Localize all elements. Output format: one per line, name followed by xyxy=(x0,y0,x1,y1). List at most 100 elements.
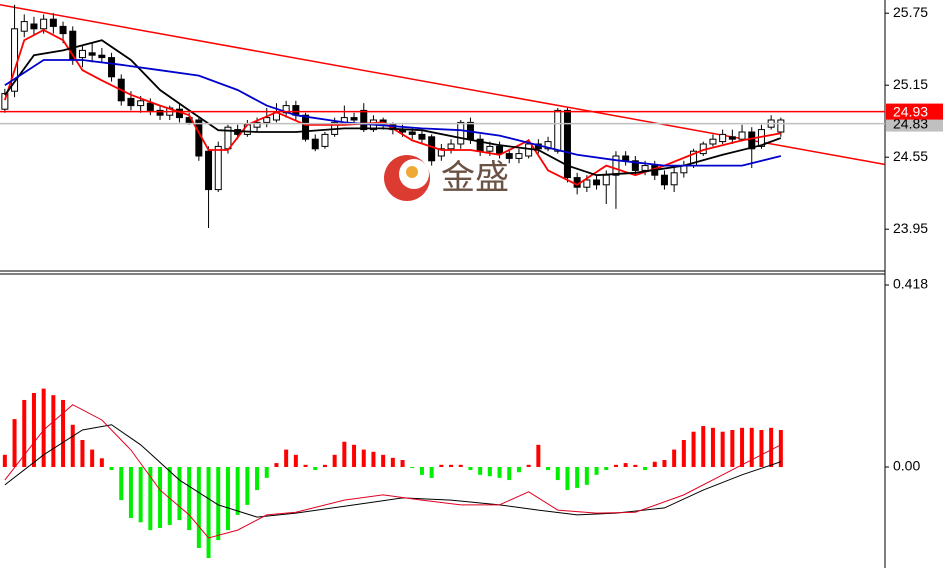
candle-body xyxy=(738,131,746,140)
candle-body xyxy=(525,143,533,157)
bar xyxy=(419,466,424,475)
bar xyxy=(138,466,143,523)
bar xyxy=(720,431,725,467)
bar xyxy=(623,463,628,467)
candle-body xyxy=(428,136,436,162)
bar xyxy=(410,466,415,468)
line xyxy=(4,59,782,167)
bar xyxy=(245,466,250,505)
bar xyxy=(575,466,580,488)
candle-body xyxy=(253,121,261,128)
candle-body xyxy=(127,97,135,107)
bar xyxy=(158,466,163,528)
bar xyxy=(31,392,36,467)
candle-body xyxy=(602,174,610,186)
bar xyxy=(759,429,764,467)
bar xyxy=(167,466,172,525)
bar xyxy=(371,451,376,467)
candle-body xyxy=(20,21,28,32)
bar xyxy=(216,466,221,541)
candle-body xyxy=(30,23,38,30)
candle-body xyxy=(137,100,145,107)
bar xyxy=(681,440,686,467)
bar xyxy=(12,419,17,467)
candle-body xyxy=(311,138,319,150)
candle-body xyxy=(670,172,678,186)
bar xyxy=(565,466,570,491)
bar xyxy=(652,461,657,467)
candle-body xyxy=(350,117,358,121)
y-tick-label: 23.95 xyxy=(893,220,928,236)
price-label-box xyxy=(886,103,943,120)
candle-body xyxy=(408,131,416,135)
bar xyxy=(701,426,706,467)
candle-body xyxy=(205,150,213,191)
bar xyxy=(177,466,182,521)
candle-body xyxy=(496,145,504,155)
bar xyxy=(710,427,715,467)
candle-body xyxy=(156,109,164,116)
watermark: 金盛 xyxy=(384,155,509,201)
candle-body xyxy=(59,25,67,35)
watermark-text: 金盛 xyxy=(441,159,509,197)
y-tick-label: 25.15 xyxy=(893,76,928,92)
bar xyxy=(516,466,521,473)
candle-body xyxy=(108,57,116,78)
bar xyxy=(778,429,783,467)
candle-body xyxy=(622,155,630,162)
bar xyxy=(390,457,395,467)
bar xyxy=(206,466,211,558)
bar xyxy=(555,466,560,481)
bar xyxy=(613,464,618,467)
bar xyxy=(439,464,444,467)
candle-body xyxy=(263,117,271,123)
candle-body xyxy=(437,148,445,157)
candle-body xyxy=(563,109,571,179)
bar xyxy=(196,466,201,548)
line xyxy=(4,424,782,518)
candle-body xyxy=(748,131,756,150)
bar xyxy=(381,454,386,467)
bar xyxy=(458,464,463,467)
bar xyxy=(478,466,483,475)
candle-body xyxy=(321,133,329,147)
bar xyxy=(148,466,153,531)
bar xyxy=(361,449,366,467)
bar xyxy=(672,449,677,467)
y-tick-label: 0.00 xyxy=(893,458,920,474)
candle-body xyxy=(641,165,649,171)
line xyxy=(0,4,885,166)
bar xyxy=(526,464,531,467)
bar xyxy=(255,466,260,491)
candle-body xyxy=(98,54,106,59)
bar xyxy=(633,464,638,467)
bar xyxy=(109,466,114,471)
bar xyxy=(2,454,7,467)
candle-body xyxy=(583,179,591,188)
candle-body xyxy=(631,160,639,171)
bar xyxy=(487,466,492,477)
price-label: 24.93 xyxy=(893,103,928,119)
bar xyxy=(536,444,541,467)
bar xyxy=(691,431,696,467)
bar xyxy=(332,454,337,467)
candle-body xyxy=(660,174,668,186)
y-tick-label: 24.55 xyxy=(893,148,928,164)
candle-body xyxy=(78,49,86,59)
bar xyxy=(293,454,298,467)
candle-body xyxy=(88,52,96,56)
candle-body xyxy=(447,143,455,150)
candle-body xyxy=(515,153,523,159)
bar xyxy=(662,460,667,467)
candle-body xyxy=(40,18,48,30)
y-tick-label: 0.418 xyxy=(893,276,928,292)
candle-body xyxy=(554,109,562,152)
candle-body xyxy=(777,119,785,133)
bar xyxy=(274,463,279,467)
bar xyxy=(769,427,774,467)
bar xyxy=(235,466,240,515)
bar xyxy=(449,464,454,467)
candle-body xyxy=(719,133,727,143)
